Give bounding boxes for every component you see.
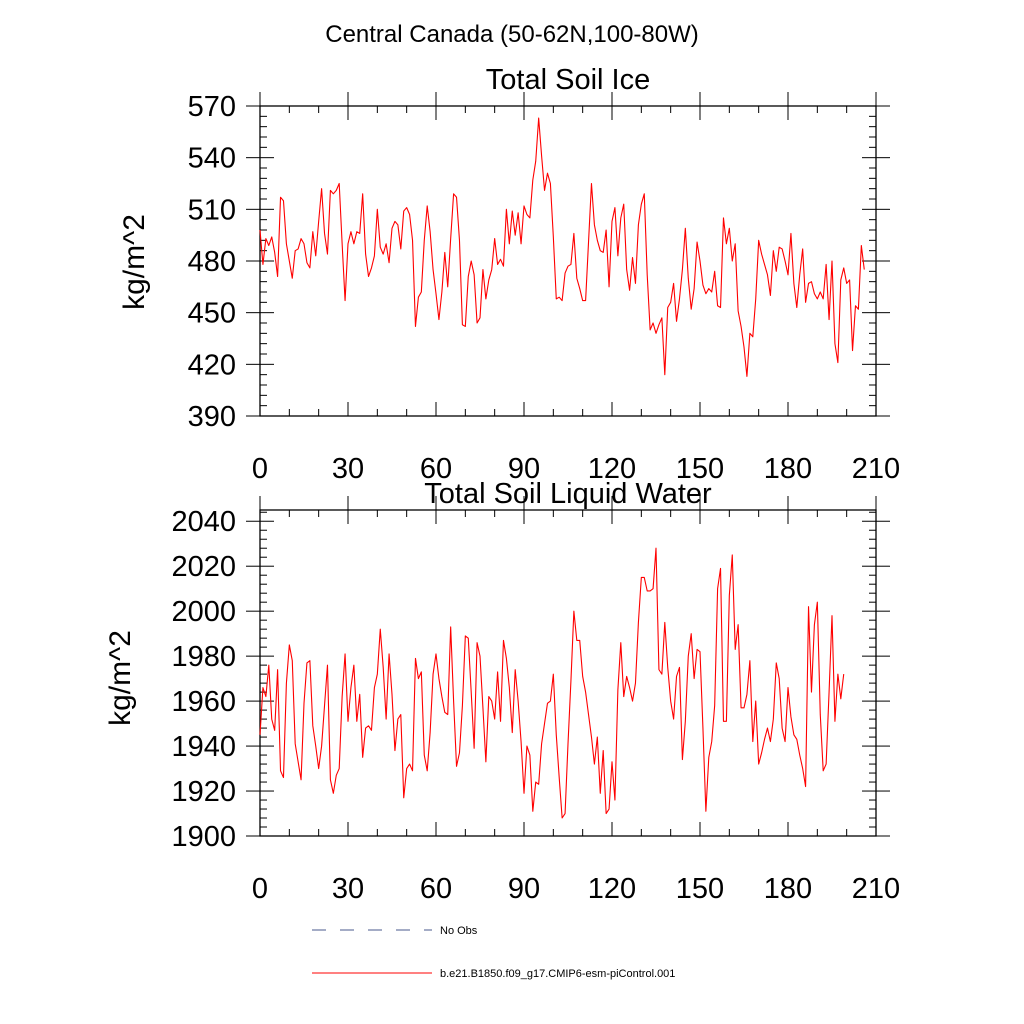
soil-liquid-series-line [259, 547, 845, 819]
soil-liquid-ytick-label: 2020 [171, 551, 236, 583]
soil-liquid-ytick-label: 1960 [171, 686, 236, 718]
soil-ice-xtick-label: 90 [508, 453, 540, 485]
soil-liquid-ytick-label: 1940 [171, 731, 236, 763]
soil-liquid-ytick-label: 1920 [171, 776, 236, 808]
soil-liquid-xtick-label: 210 [852, 873, 900, 905]
soil-liquid-plot-frame [259, 509, 877, 837]
soil-ice-xtick-label: 60 [420, 453, 452, 485]
figure-title: Central Canada (50-62N,100-80W) [325, 21, 699, 48]
legend-model-label: b.e21.B1850.f09_g17.CMIP6-esm-piControl.… [440, 968, 675, 980]
soil-ice-ytick-label: 390 [188, 401, 236, 433]
soil-liquid-axes: 0 30 60 90 120 150 180 210 1900 1920 1940 1960 1980 2… [171, 496, 900, 905]
soil-liquid-ylabel: kg/m^2 [104, 630, 137, 726]
soil-liquid-ytick-label: 1980 [171, 641, 236, 673]
legend: No Obs b.e21.B1850.f09_g17.CMIP6-esm-piC… [312, 925, 675, 980]
soil-ice-ytick-label: 450 [188, 298, 236, 330]
soil-ice-ytick-label: 510 [188, 194, 236, 226]
soil-liquid-xtick-label: 60 [420, 873, 452, 905]
soil-liquid-panel: Total Soil Liquid Water kg/m^2 0 30 60 90 12… [104, 478, 900, 905]
soil-ice-axes: 0 30 60 90 120 150 180 210 390 420 450 480 510 540 570 [188, 91, 901, 485]
soil-liquid-xtick-label: 120 [588, 873, 636, 905]
soil-liquid-xtick-label: 0 [252, 873, 268, 905]
soil-ice-ytick-label: 540 [188, 143, 236, 175]
soil-ice-ytick-label: 570 [188, 91, 236, 123]
soil-liquid-xtick-label: 150 [676, 873, 724, 905]
soil-liquid-ytick-label: 2000 [171, 596, 236, 628]
soil-ice-panel: Total Soil Ice kg/m^2 0 30 60 90 120 150 180 21… [118, 64, 900, 485]
soil-liquid-xtick-label: 30 [332, 873, 364, 905]
soil-liquid-ytick-label: 2040 [171, 506, 236, 538]
soil-ice-title: Total Soil Ice [486, 64, 650, 96]
soil-ice-xtick-label: 150 [676, 453, 724, 485]
soil-ice-xtick-label: 210 [852, 453, 900, 485]
soil-ice-series-line [259, 117, 865, 377]
soil-ice-xtick-label: 0 [252, 453, 268, 485]
soil-ice-xtick-label: 180 [764, 453, 812, 485]
soil-ice-ylabel: kg/m^2 [118, 214, 151, 310]
soil-ice-ytick-label: 480 [188, 246, 236, 278]
soil-liquid-xtick-label: 90 [508, 873, 540, 905]
soil-ice-xtick-label: 30 [332, 453, 364, 485]
soil-liquid-xtick-label: 180 [764, 873, 812, 905]
soil-liquid-ytick-label: 1900 [171, 821, 236, 853]
soil-liquid-title: Total Soil Liquid Water [424, 478, 712, 510]
legend-no-obs-label: No Obs [440, 925, 478, 937]
soil-ice-xtick-label: 120 [588, 453, 636, 485]
soil-ice-ytick-label: 420 [188, 349, 236, 381]
